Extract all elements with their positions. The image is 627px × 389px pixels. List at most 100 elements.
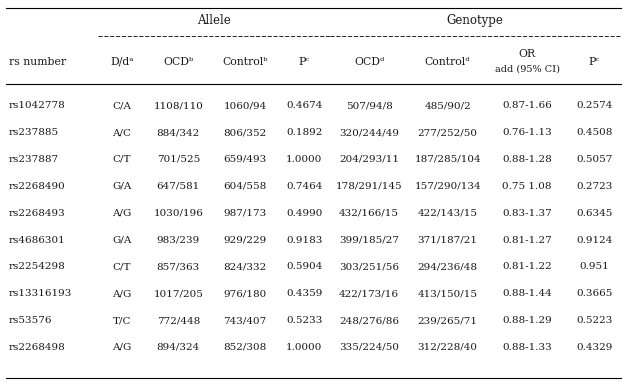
Text: 852/308: 852/308 xyxy=(224,343,267,352)
Text: 0.5904: 0.5904 xyxy=(286,262,322,272)
Text: 894/324: 894/324 xyxy=(157,343,200,352)
Text: 1.0000: 1.0000 xyxy=(286,155,322,164)
Text: 647/581: 647/581 xyxy=(157,182,200,191)
Text: 157/290/134: 157/290/134 xyxy=(414,182,481,191)
Text: OCDᵇ: OCDᵇ xyxy=(163,57,194,67)
Text: OCDᵈ: OCDᵈ xyxy=(354,57,384,67)
Text: 399/185/27: 399/185/27 xyxy=(339,235,399,245)
Text: 659/493: 659/493 xyxy=(224,155,267,164)
Text: C/T: C/T xyxy=(112,155,131,164)
Text: rs2268490: rs2268490 xyxy=(9,182,66,191)
Text: 0.9183: 0.9183 xyxy=(286,235,322,245)
Text: 1108/110: 1108/110 xyxy=(154,101,203,110)
Text: 432/166/15: 432/166/15 xyxy=(339,209,399,218)
Text: 0.7464: 0.7464 xyxy=(286,182,322,191)
Text: A/G: A/G xyxy=(112,343,131,352)
Text: 0.4359: 0.4359 xyxy=(286,289,322,298)
Text: 294/236/48: 294/236/48 xyxy=(418,262,478,272)
Text: Pᶜ: Pᶜ xyxy=(298,57,310,67)
Text: 806/352: 806/352 xyxy=(224,128,267,137)
Text: 422/143/15: 422/143/15 xyxy=(418,209,478,218)
Text: C/T: C/T xyxy=(112,262,131,272)
Text: 987/173: 987/173 xyxy=(224,209,267,218)
Text: 1060/94: 1060/94 xyxy=(224,101,267,110)
Text: 0.88-1.29: 0.88-1.29 xyxy=(502,316,552,325)
Text: 0.5057: 0.5057 xyxy=(576,155,613,164)
Text: 335/224/50: 335/224/50 xyxy=(339,343,399,352)
Text: rs53576: rs53576 xyxy=(9,316,52,325)
Text: 0.88-1.44: 0.88-1.44 xyxy=(502,289,552,298)
Text: 485/90/2: 485/90/2 xyxy=(424,101,471,110)
Text: rs13316193: rs13316193 xyxy=(9,289,72,298)
Text: 239/265/71: 239/265/71 xyxy=(418,316,478,325)
Text: 0.81-1.22: 0.81-1.22 xyxy=(502,262,552,272)
Text: 983/239: 983/239 xyxy=(157,235,200,245)
Text: Controlᵇ: Controlᵇ xyxy=(223,57,268,67)
Text: A/G: A/G xyxy=(112,209,131,218)
Text: 0.3665: 0.3665 xyxy=(576,289,613,298)
Text: 178/291/145: 178/291/145 xyxy=(336,182,403,191)
Text: add (95% CI): add (95% CI) xyxy=(495,65,560,74)
Text: 857/363: 857/363 xyxy=(157,262,200,272)
Text: D/dᵃ: D/dᵃ xyxy=(110,57,134,67)
Text: 929/229: 929/229 xyxy=(224,235,267,245)
Text: 277/252/50: 277/252/50 xyxy=(418,128,478,137)
Text: 303/251/56: 303/251/56 xyxy=(339,262,399,272)
Text: 0.4329: 0.4329 xyxy=(576,343,613,352)
Text: 1.0000: 1.0000 xyxy=(286,343,322,352)
Text: rs2268498: rs2268498 xyxy=(9,343,66,352)
Text: rs2268493: rs2268493 xyxy=(9,209,66,218)
Text: 0.88-1.28: 0.88-1.28 xyxy=(502,155,552,164)
Text: 0.951: 0.951 xyxy=(579,262,609,272)
Text: rs number: rs number xyxy=(9,57,66,67)
Text: T/C: T/C xyxy=(112,316,131,325)
Text: 0.2574: 0.2574 xyxy=(576,101,613,110)
Text: Allele: Allele xyxy=(198,14,231,27)
Text: 312/228/40: 312/228/40 xyxy=(418,343,478,352)
Text: C/A: C/A xyxy=(112,101,131,110)
Text: 884/342: 884/342 xyxy=(157,128,200,137)
Text: 0.81-1.27: 0.81-1.27 xyxy=(502,235,552,245)
Text: 0.76-1.13: 0.76-1.13 xyxy=(502,128,552,137)
Text: rs4686301: rs4686301 xyxy=(9,235,66,245)
Text: 0.6345: 0.6345 xyxy=(576,209,613,218)
Text: 0.4990: 0.4990 xyxy=(286,209,322,218)
Text: 187/285/104: 187/285/104 xyxy=(414,155,481,164)
Text: 0.5233: 0.5233 xyxy=(286,316,322,325)
Text: rs2254298: rs2254298 xyxy=(9,262,66,272)
Text: 413/150/15: 413/150/15 xyxy=(418,289,478,298)
Text: Controlᵈ: Controlᵈ xyxy=(425,57,470,67)
Text: 1017/205: 1017/205 xyxy=(154,289,203,298)
Text: 701/525: 701/525 xyxy=(157,155,200,164)
Text: 0.4674: 0.4674 xyxy=(286,101,322,110)
Text: 422/173/16: 422/173/16 xyxy=(339,289,399,298)
Text: 0.88-1.33: 0.88-1.33 xyxy=(502,343,552,352)
Text: rs237887: rs237887 xyxy=(9,155,59,164)
Text: 0.2723: 0.2723 xyxy=(576,182,613,191)
Text: 0.75 1.08: 0.75 1.08 xyxy=(502,182,552,191)
Text: A/C: A/C xyxy=(112,128,131,137)
Text: 507/94/8: 507/94/8 xyxy=(345,101,393,110)
Text: 0.4508: 0.4508 xyxy=(576,128,613,137)
Text: rs1042778: rs1042778 xyxy=(9,101,66,110)
Text: 824/332: 824/332 xyxy=(224,262,267,272)
Text: G/A: G/A xyxy=(112,235,131,245)
Text: 772/448: 772/448 xyxy=(157,316,200,325)
Text: 743/407: 743/407 xyxy=(224,316,267,325)
Text: OR: OR xyxy=(519,49,535,60)
Text: 248/276/86: 248/276/86 xyxy=(339,316,399,325)
Text: 0.1892: 0.1892 xyxy=(286,128,322,137)
Text: 204/293/11: 204/293/11 xyxy=(339,155,399,164)
Text: 320/244/49: 320/244/49 xyxy=(339,128,399,137)
Text: Pᶜ: Pᶜ xyxy=(589,57,599,67)
Text: 0.9124: 0.9124 xyxy=(576,235,613,245)
Text: Genotype: Genotype xyxy=(447,14,503,27)
Text: 0.87-1.66: 0.87-1.66 xyxy=(502,101,552,110)
Text: A/G: A/G xyxy=(112,289,131,298)
Text: 0.5223: 0.5223 xyxy=(576,316,613,325)
Text: 1030/196: 1030/196 xyxy=(154,209,203,218)
Text: G/A: G/A xyxy=(112,182,131,191)
Text: rs237885: rs237885 xyxy=(9,128,59,137)
Text: 0.83-1.37: 0.83-1.37 xyxy=(502,209,552,218)
Text: 371/187/21: 371/187/21 xyxy=(418,235,478,245)
